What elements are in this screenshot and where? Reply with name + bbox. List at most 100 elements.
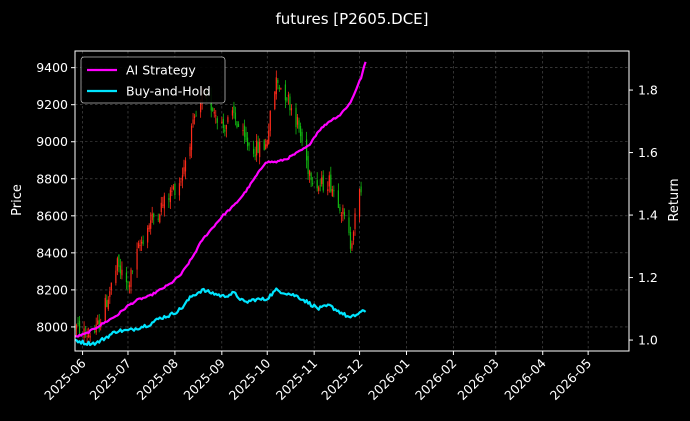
- candle-body: [171, 191, 173, 193]
- candle-body: [137, 243, 140, 249]
- candle-body: [148, 225, 150, 230]
- candle-body: [301, 131, 303, 143]
- candle-body: [180, 181, 182, 183]
- candle-body: [193, 116, 196, 118]
- candle-body: [213, 112, 215, 114]
- candle-body: [153, 213, 155, 218]
- candle-body: [147, 227, 149, 243]
- candle-body: [86, 335, 88, 337]
- candle-body: [348, 217, 350, 233]
- y-left-tick-label: 9000: [36, 134, 68, 149]
- candle-body: [181, 175, 184, 181]
- candle-body: [274, 91, 276, 110]
- legend: AI Strategy Buy-and-Hold: [80, 56, 226, 104]
- candle-body: [121, 269, 123, 276]
- candle-body: [343, 212, 346, 216]
- candle-body: [130, 269, 132, 287]
- candle-body: [295, 107, 297, 128]
- candle-body: [290, 108, 293, 111]
- candle-body: [222, 118, 224, 128]
- candle-body: [307, 156, 309, 174]
- candle-body: [312, 183, 314, 185]
- candle-body: [192, 119, 194, 124]
- candle-body: [349, 231, 352, 249]
- candle-body: [183, 167, 185, 175]
- candle-body: [139, 244, 141, 246]
- candle-body: [316, 180, 318, 189]
- chart-title: futures [P2605.DCE]: [275, 10, 428, 28]
- candle-body: [309, 170, 311, 176]
- y-left-tick-label: 8600: [36, 208, 68, 223]
- candle-body: [89, 335, 91, 338]
- y-left-tick-label: 8200: [36, 282, 68, 297]
- candle-body: [172, 186, 174, 190]
- candle-body: [254, 154, 256, 157]
- candle-body: [231, 110, 234, 116]
- candle-body: [142, 240, 144, 245]
- candle-body: [351, 243, 353, 249]
- candle-body: [237, 123, 240, 128]
- candle-body: [151, 213, 153, 221]
- candle-body: [257, 141, 259, 153]
- candle-body: [322, 175, 324, 191]
- candle-body: [333, 190, 335, 192]
- candle-body: [200, 99, 202, 113]
- candle-body: [246, 137, 249, 147]
- candle-body: [318, 187, 320, 191]
- candle-body: [118, 254, 120, 267]
- candle-body: [88, 334, 90, 337]
- candle-body: [236, 121, 238, 128]
- candle-body: [243, 125, 246, 137]
- candle-body: [131, 270, 134, 272]
- candle-body: [286, 97, 288, 101]
- candle-body: [159, 214, 161, 223]
- candle-body: [125, 272, 128, 283]
- candle-body: [136, 249, 138, 270]
- candle-body: [277, 79, 279, 84]
- candle-body: [269, 110, 271, 131]
- candle-body: [342, 208, 344, 214]
- candle-body: [215, 115, 217, 117]
- candle-body: [190, 125, 193, 150]
- candle-body: [298, 120, 300, 129]
- candle-body: [296, 117, 299, 125]
- candle-body: [265, 144, 267, 150]
- candle-body: [77, 323, 79, 325]
- candle-body: [115, 270, 117, 284]
- candle-body: [227, 117, 229, 123]
- candle-body: [128, 285, 131, 287]
- candle-body: [225, 125, 227, 130]
- y-left-tick-label: 8800: [36, 171, 68, 186]
- candle-body: [224, 129, 226, 132]
- candle-body: [245, 132, 247, 141]
- candle-body: [216, 118, 218, 123]
- candle-body: [275, 77, 277, 95]
- candle-body: [97, 320, 99, 325]
- candle-body: [331, 189, 333, 197]
- y-left-label: Price: [10, 184, 25, 216]
- legend-label: Buy-and-Hold: [126, 84, 211, 99]
- candle-body: [280, 88, 282, 90]
- candle-body: [287, 94, 290, 97]
- candle-body: [184, 160, 187, 172]
- candle-body: [163, 195, 165, 209]
- candle-body: [116, 258, 118, 271]
- candle-body: [109, 291, 111, 297]
- candle-body: [354, 213, 356, 229]
- candle-body: [94, 331, 96, 333]
- candle-body: [174, 183, 176, 196]
- y-right-label: Return: [667, 178, 682, 221]
- candle-body: [256, 140, 258, 156]
- candle-body: [340, 214, 343, 216]
- buy-and-hold-line: [74, 287, 367, 347]
- candle-body: [110, 282, 112, 291]
- candle-body: [339, 207, 341, 211]
- candle-body: [330, 174, 332, 192]
- candle-body: [299, 126, 302, 137]
- legend-label: AI Strategy: [126, 63, 196, 78]
- candle-body: [233, 105, 235, 113]
- candle-body: [98, 319, 100, 329]
- ai-strategy-line: [74, 61, 367, 338]
- y-left-tick-label: 8000: [36, 319, 68, 334]
